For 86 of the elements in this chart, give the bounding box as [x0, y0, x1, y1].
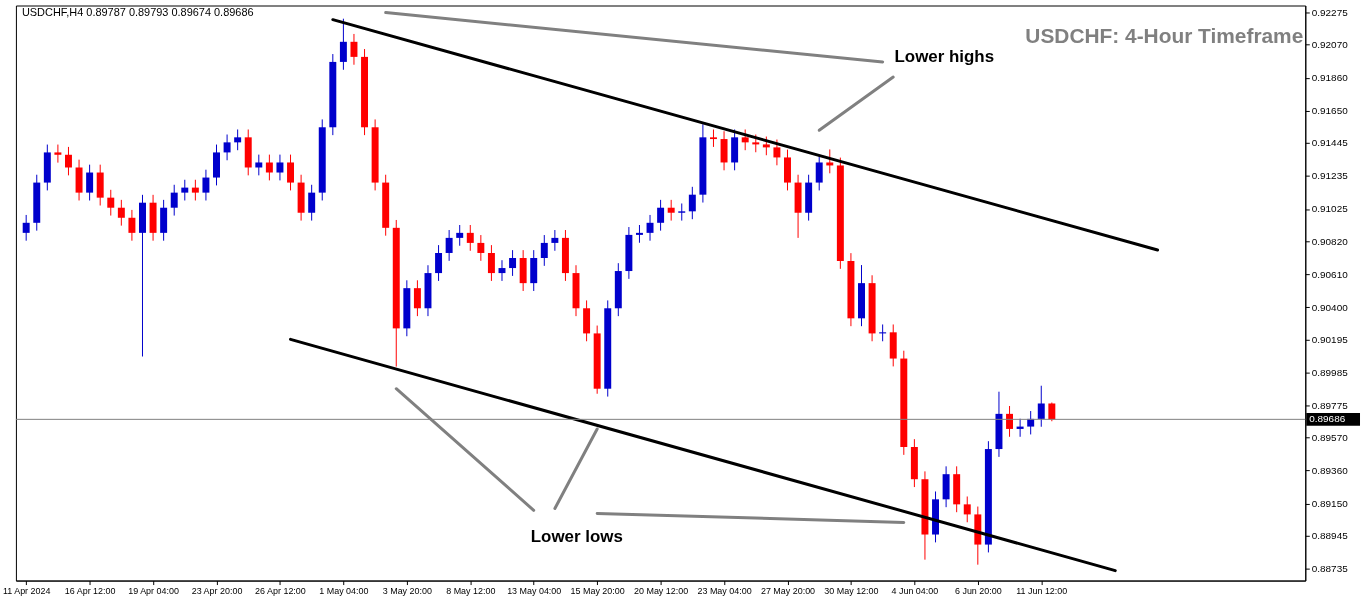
candlestick [64, 146, 72, 176]
candlestick [22, 214, 30, 242]
x-tick-label: 3 May 20:00 [382, 585, 432, 596]
candlestick [350, 33, 358, 66]
y-tick-label: 0.90400 [1311, 301, 1349, 313]
candlestick [107, 189, 115, 217]
x-tick-label: 15 May 20:00 [570, 585, 625, 596]
candlestick [667, 199, 675, 222]
candlestick [773, 139, 781, 166]
candlestick [551, 229, 559, 252]
x-tick-label: 30 May 12:00 [824, 585, 879, 596]
y-tick-label: 0.91025 [1311, 203, 1349, 215]
candlestick [117, 199, 125, 227]
candlestick [487, 244, 495, 282]
candlestick [202, 169, 210, 201]
candlestick [815, 154, 823, 191]
x-tick-label: 20 May 12:00 [634, 585, 689, 596]
candlestick [741, 128, 749, 151]
candlestick [308, 184, 316, 222]
x-tick-label: 27 May 20:00 [760, 585, 816, 596]
x-tick-label: 26 Apr 12:00 [255, 585, 306, 596]
candlestick [466, 224, 474, 252]
candlestick [54, 144, 62, 164]
candlestick [456, 224, 464, 247]
candlestick [1006, 405, 1014, 438]
y-tick-label: 0.89985 [1311, 366, 1349, 378]
candlestick [657, 199, 665, 232]
y-tick-label: 0.88945 [1311, 530, 1349, 542]
candlestick [720, 130, 728, 171]
y-tick-label: 0.89360 [1311, 465, 1349, 477]
y-tick-label: 0.89775 [1311, 399, 1349, 411]
candlestick [170, 184, 178, 217]
candlestick [678, 202, 686, 222]
y-tick-label: 0.91235 [1311, 170, 1349, 182]
candlestick [339, 18, 347, 71]
candlestick [128, 209, 136, 242]
y-tick-label: 0.92275 [1311, 7, 1349, 19]
annotation: Lower highs [894, 47, 995, 67]
x-tick-label: 23 Apr 20:00 [191, 585, 243, 596]
y-tick-label: 0.91650 [1311, 105, 1349, 117]
candlestick [1037, 385, 1045, 428]
candlestick [86, 164, 94, 201]
x-tick-label: 16 Apr 12:00 [64, 585, 116, 596]
y-tick-label: 0.90195 [1311, 333, 1349, 345]
text: USDCHF: 4-Hour Timeframe [1025, 24, 1304, 48]
x-tick-label: 19 Apr 04:00 [128, 585, 179, 596]
x-tick-label: 6 Jun 20:00 [954, 585, 1002, 596]
x-tick-label: 23 May 04:00 [697, 585, 752, 596]
candlestick [234, 128, 242, 151]
candlestick [1027, 410, 1035, 435]
candlestick [255, 154, 263, 176]
candlestick [191, 179, 199, 201]
candlestick [540, 234, 548, 267]
y-tick-label: 0.91445 [1311, 137, 1349, 149]
x-tick-label: 1 May 04:00 [319, 585, 369, 596]
candlestick [181, 179, 189, 201]
y-tick-label: 0.90610 [1311, 268, 1349, 280]
y-tick-label: 0.91860 [1311, 72, 1349, 84]
candlestick [265, 154, 273, 181]
candlestick [445, 229, 453, 262]
candlestick [762, 136, 770, 156]
candlestick [435, 244, 443, 282]
candlestick [509, 249, 517, 277]
ref-line-label: 0.89686 [1309, 413, 1346, 425]
candlestick [963, 496, 971, 523]
candlestick [413, 279, 421, 317]
x-tick-label: 4 Jun 04:00 [891, 585, 939, 596]
candlestick [688, 186, 696, 220]
candlestick [287, 154, 295, 191]
candlestick [826, 148, 834, 174]
y-tick-label: 0.92070 [1311, 39, 1349, 51]
candlestick [477, 234, 485, 262]
y-tick-label: 0.89150 [1311, 498, 1349, 510]
annotation: Lower lows [530, 527, 623, 547]
y-tick-label: 0.88735 [1311, 563, 1349, 575]
y-tick-label: 0.89570 [1311, 432, 1349, 444]
x-tick-label: 11 Jun 12:00 [1016, 585, 1068, 596]
x-tick-label: 8 May 12:00 [446, 585, 496, 596]
x-tick-label: 11 Apr 2024 [2, 585, 51, 596]
x-tick-label: 13 May 04:00 [507, 585, 562, 596]
candlestick [223, 134, 231, 161]
chart-title: USDCHF,H4 0.89787 0.89793 0.89674 0.89686 [21, 6, 254, 19]
candlestick [276, 154, 284, 181]
candlestick [709, 128, 717, 148]
candlestick [646, 214, 654, 242]
y-tick-label: 0.90820 [1311, 235, 1349, 247]
